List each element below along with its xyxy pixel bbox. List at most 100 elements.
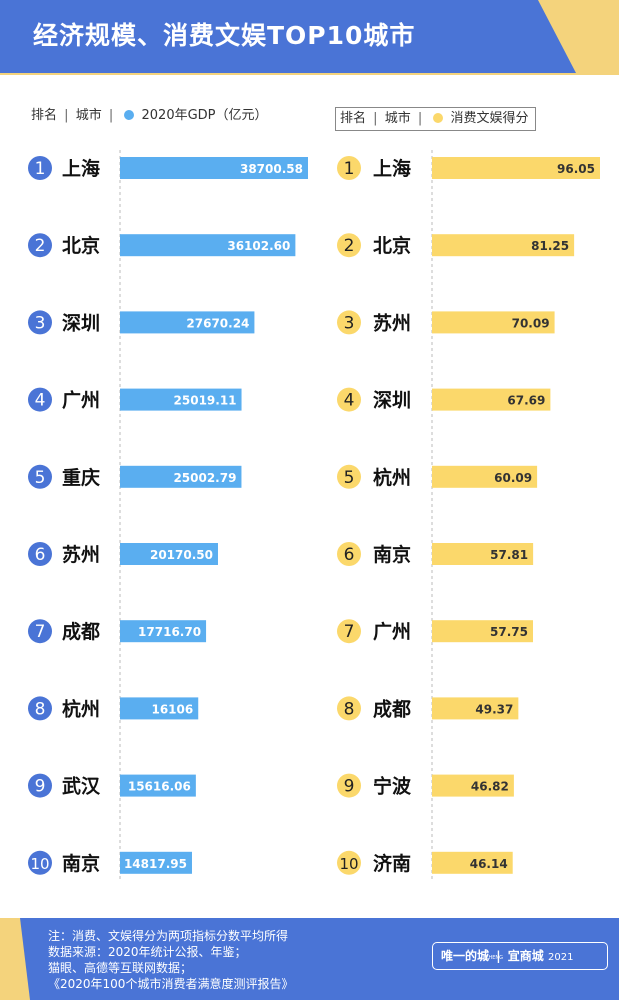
score-rank-badge (337, 156, 361, 180)
gdp-value-label: 20170.50 (150, 548, 213, 562)
gdp-bar (120, 465, 242, 488)
legend-separator: | (373, 111, 378, 126)
score-city-label: 北京 (373, 234, 411, 257)
gdp-rank-number: 7 (35, 622, 46, 642)
gdp-city-label: 深圳 (62, 311, 100, 334)
gdp-city-label: 南京 (62, 852, 100, 875)
gdp-rank-badge (28, 696, 52, 721)
score-rank-badge (337, 387, 361, 412)
score-city-label: 成都 (373, 697, 411, 720)
gdp-value-label: 36102.60 (227, 239, 290, 253)
gdp-value-label: 25002.79 (173, 471, 236, 485)
gdp-rank-badge (28, 387, 52, 412)
gdp-city-label: 重庆 (62, 466, 100, 489)
score-city-label: 南京 (373, 543, 411, 566)
gdp-city-label: 成都 (62, 620, 100, 643)
score-rank-number: 9 (344, 777, 355, 797)
gdp-bar (120, 774, 196, 797)
gdp-bar (120, 543, 218, 565)
score-rank-number: 6 (344, 545, 355, 565)
score-bar (432, 465, 538, 488)
footer-banner: 注：消费、文娱得分为两项指标分数平均所得 数据来源：2020年统计公报、年鉴； … (0, 918, 619, 1000)
gdp-value-label: 14817.95 (124, 857, 187, 871)
score-value-label: 49.37 (475, 702, 513, 716)
gdp-city-label: 广州 (62, 389, 100, 412)
score-city-label: 杭州 (373, 466, 411, 489)
score-bar (432, 234, 575, 257)
gdp-city-label: 苏州 (62, 543, 100, 566)
gdp-bar (120, 157, 308, 179)
score-rank-badge (337, 310, 361, 335)
score-city-label: 上海 (373, 157, 411, 180)
score-value-label: 46.14 (470, 857, 508, 871)
page-title: 经济规模、消费文娱TOP10城市 (33, 21, 416, 50)
gdp-rank-badge (28, 156, 52, 180)
gdp-value-label: 38700.58 (240, 162, 303, 176)
gdp-value-label: 16106 (151, 702, 193, 716)
legend-separator: | (417, 111, 423, 126)
gdp-value-label: 17716.70 (138, 625, 201, 639)
gdp-city-label: 武汉 (62, 776, 101, 798)
score-city-label: 宁波 (373, 775, 412, 798)
score-rank-badge (337, 696, 361, 721)
score-bar (432, 543, 534, 565)
score-rank-number: 7 (344, 622, 355, 642)
score-value-label: 46.82 (471, 780, 509, 794)
legend-rank-label: 排名 (31, 108, 58, 123)
score-city-label: 广州 (373, 620, 411, 643)
footer-note: 《2020年100个城市消费者满意度测评报告》 (48, 977, 294, 991)
legend-city-label: 城市 (75, 108, 102, 123)
gdp-city-label: 杭州 (62, 697, 100, 720)
header-yellow-corner (538, 0, 619, 73)
score-bar (432, 157, 600, 179)
gdp-rank-badge (28, 233, 52, 258)
score-rank-number: 8 (344, 699, 355, 719)
score-rank-number: 4 (344, 391, 355, 411)
legend-gdp-label: 2020年GDP（亿元） (141, 108, 268, 123)
legend-score-dot-icon (433, 113, 444, 123)
gdp-value-label: 15616.06 (128, 780, 191, 794)
score-value-label: 57.81 (490, 548, 528, 562)
score-bar (432, 774, 514, 797)
score-value-label: 81.25 (531, 239, 569, 253)
legend-right: 排名 | 城市 | 消费文娱得分 (335, 107, 536, 131)
score-value-label: 57.75 (490, 625, 528, 639)
score-value-label: 96.05 (557, 162, 595, 176)
logo-text: 宜商 (507, 949, 532, 963)
score-value-label: 60.09 (494, 471, 532, 485)
legend-city-label: 城市 (384, 111, 411, 126)
brand-logo: 唯一的城 | 宜商城 2021 CHENG (432, 942, 608, 970)
gdp-bar (120, 620, 207, 643)
score-value-label: 67.69 (507, 394, 545, 408)
footer-note: 猫眼、高德等互联网数据； (48, 961, 193, 975)
gdp-rank-number: 1 (35, 159, 46, 179)
score-bar (432, 311, 555, 334)
gdp-city-label: 北京 (62, 234, 100, 257)
score-rank-number: 2 (344, 236, 355, 256)
score-city-label: 苏州 (373, 311, 411, 334)
gdp-rank-badge (28, 850, 52, 875)
score-rank-badge (337, 850, 361, 875)
legend-score-label: 消费文娱得分 (450, 111, 529, 126)
gdp-bar (120, 311, 255, 334)
footer-yellow-corner (0, 918, 30, 1000)
gdp-bar (120, 234, 296, 257)
gdp-rank-badge (28, 310, 52, 335)
score-rank-number: 10 (339, 855, 358, 873)
score-rank-badge (337, 619, 361, 644)
bar-charts: 1 上海 38700.58 2 北京 36102.60 3 深圳 27670.24 4 广州 2501… (28, 150, 600, 880)
gdp-rank-number: 6 (35, 545, 46, 565)
gdp-rank-badge (28, 619, 52, 644)
legend-rank-label: 排名 (340, 111, 367, 126)
legend-separator: | (64, 108, 69, 123)
score-rank-badge (337, 233, 361, 258)
gdp-rank-badge (28, 773, 52, 798)
footer-note: 注：消费、文娱得分为两项指标分数平均所得 (48, 929, 289, 943)
logo-text: 唯一的城 (441, 949, 490, 963)
logo-year: 2021 (548, 952, 574, 963)
score-rank-badge (337, 542, 361, 566)
score-rank-number: 1 (344, 159, 355, 179)
gdp-city-label: 上海 (62, 157, 100, 180)
legend-gdp-dot-icon (124, 110, 135, 120)
gdp-value-label: 25019.11 (174, 394, 237, 408)
